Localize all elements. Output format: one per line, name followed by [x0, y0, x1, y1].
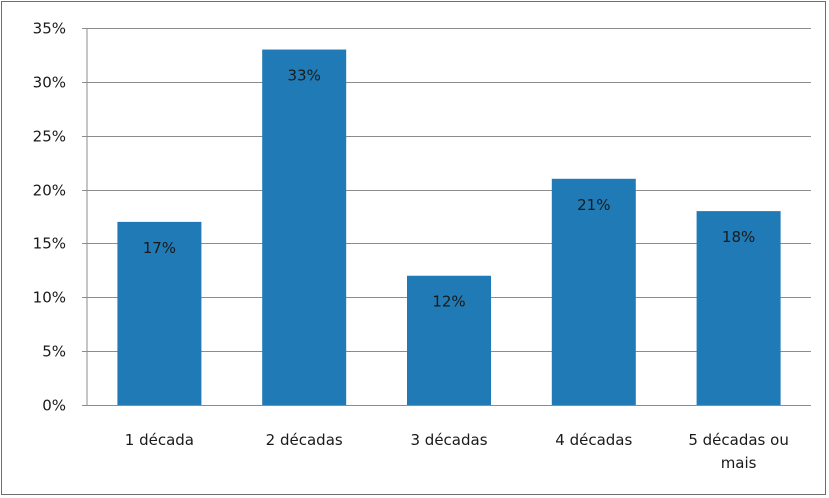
y-tick-label: 35%: [33, 20, 66, 38]
data-label: 33%: [288, 67, 321, 85]
x-tick-label: 5 décadas ou mais: [688, 431, 788, 472]
y-tick-label: 15%: [33, 235, 66, 253]
y-tick-label: 30%: [33, 74, 66, 92]
bar: [407, 275, 491, 405]
y-tick-label: 0%: [42, 397, 66, 415]
x-tick-label: 2 décadas: [266, 431, 343, 449]
bar: [117, 221, 202, 405]
y-tick-labels: 0% 5% 10% 15% 20% 25% 30% 35%: [33, 20, 66, 415]
data-label: 17%: [143, 239, 176, 257]
bars: [117, 49, 781, 406]
x-tick-label: 1 década: [125, 431, 194, 449]
x-tick-label: 3 décadas: [410, 431, 487, 449]
data-label: 21%: [577, 196, 610, 214]
bar: [262, 49, 347, 406]
bar: [551, 178, 636, 405]
y-tick-label: 10%: [33, 289, 66, 307]
gridlines: [82, 28, 811, 406]
data-label: 12%: [432, 293, 465, 311]
y-tick-label: 20%: [33, 182, 66, 200]
y-tick-label: 5%: [42, 343, 66, 361]
y-tick-label: 25%: [33, 128, 66, 146]
x-tick-label: 4 décadas: [555, 431, 632, 449]
bar: [696, 211, 781, 405]
x-tick-labels: 1 década 2 décadas 3 décadas 4 décadas 5 déc…: [125, 431, 789, 472]
data-labels: 17% 33% 12% 21% 18%: [143, 67, 756, 311]
data-label: 18%: [722, 228, 755, 246]
